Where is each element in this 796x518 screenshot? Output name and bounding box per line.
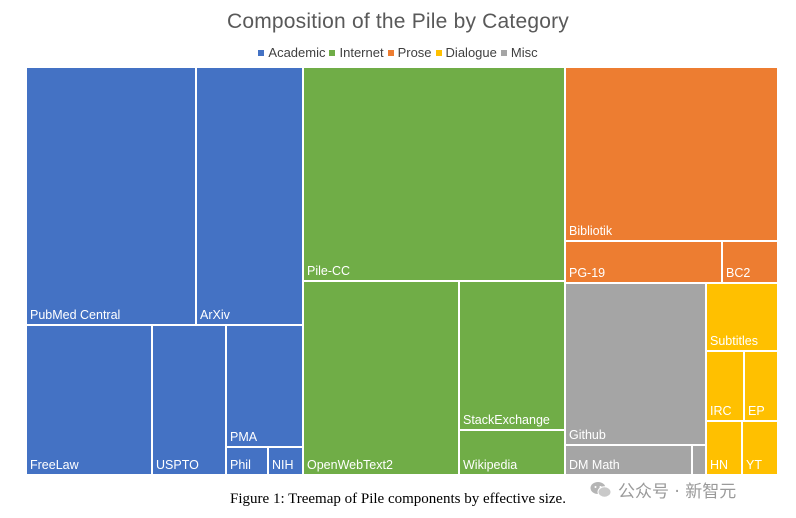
tile-label: Bibliotik [569, 224, 613, 238]
tile-freelaw: FreeLaw [26, 325, 152, 475]
watermark-text: 公众号 · 新智元 [618, 482, 737, 502]
legend-label: Prose [397, 45, 432, 60]
tile-label: Wikipedia [463, 458, 518, 472]
tile-pg-19: PG-19 [565, 241, 722, 283]
tile-misc-small [692, 445, 706, 475]
tile-arxiv: ArXiv [196, 67, 303, 325]
tile-pile-cc: Pile-CC [303, 67, 565, 281]
tile-label: HN [710, 458, 729, 472]
tile-nih: NIH [268, 447, 303, 475]
tile-label: Pile-CC [307, 264, 351, 278]
tile-label: BC2 [726, 266, 751, 280]
tile-subtitles: Subtitles [706, 283, 778, 351]
tile-label: Github [569, 428, 606, 442]
tile-label: OpenWebText2 [307, 458, 393, 472]
tile-label: Phil [230, 458, 251, 472]
legend: Academic Internet Prose Dialogue Misc [0, 45, 796, 60]
tile-wikipedia: Wikipedia [459, 430, 565, 475]
tile-label: EP [748, 404, 765, 418]
tile-stackexchange: StackExchange [459, 281, 565, 430]
tile-irc: IRC [706, 351, 744, 421]
legend-swatch [329, 49, 336, 56]
treemap: Pile-CC PubMed Central Bibliotik OpenWebTex… [26, 67, 778, 475]
legend-label: Internet [339, 45, 384, 60]
legend-item-internet: Internet [329, 45, 384, 60]
wechat-icon [590, 481, 612, 498]
legend-item-dialogue: Dialogue [435, 45, 497, 60]
legend-item-misc: Misc [500, 45, 538, 60]
tile-label: FreeLaw [30, 458, 79, 472]
tile-pma: PMA [226, 325, 303, 447]
tile-label: PG-19 [569, 266, 606, 280]
legend-swatch [258, 49, 265, 56]
legend-label: Misc [510, 45, 538, 60]
tile-label: ArXiv [200, 308, 230, 322]
tile-openwebtext2: OpenWebText2 [303, 281, 459, 475]
legend-label: Academic [268, 45, 326, 60]
tile-uspto: USPTO [152, 325, 226, 475]
tile-bc2: BC2 [722, 241, 778, 283]
tile-label: IRC [710, 404, 732, 418]
tile-label: StackExchange [463, 413, 550, 427]
watermark: 公众号 · 新智元 [590, 477, 736, 502]
chart-title: Composition of the Pile by Category [226, 10, 569, 33]
legend-swatch [500, 49, 507, 56]
legend-item-academic: Academic [258, 45, 325, 60]
tile-hn: HN [706, 421, 742, 475]
tile-github: Github [565, 283, 706, 445]
tile-label: PubMed Central [30, 308, 121, 322]
legend-swatch [387, 49, 394, 56]
tile-label: NIH [272, 458, 294, 472]
legend-label: Dialogue [445, 45, 497, 60]
figure-caption: Figure 1: Treemap of Pile components by … [230, 491, 566, 507]
tile-yt: YT [742, 421, 778, 475]
tile-label: DM Math [569, 458, 620, 472]
tile-label: PMA [230, 430, 258, 444]
tile-pubmed-central: PubMed Central [26, 67, 196, 325]
tile-ep: EP [744, 351, 778, 421]
legend-item-prose: Prose [387, 45, 432, 60]
tile-dm-math: DM Math [565, 445, 692, 475]
legend-swatch [435, 49, 442, 56]
tile-label: YT [746, 458, 762, 472]
tile-bibliotik: Bibliotik [565, 67, 778, 241]
tile-phil: Phil [226, 447, 268, 475]
tile-label: Subtitles [710, 334, 758, 348]
tile-label: USPTO [156, 458, 199, 472]
